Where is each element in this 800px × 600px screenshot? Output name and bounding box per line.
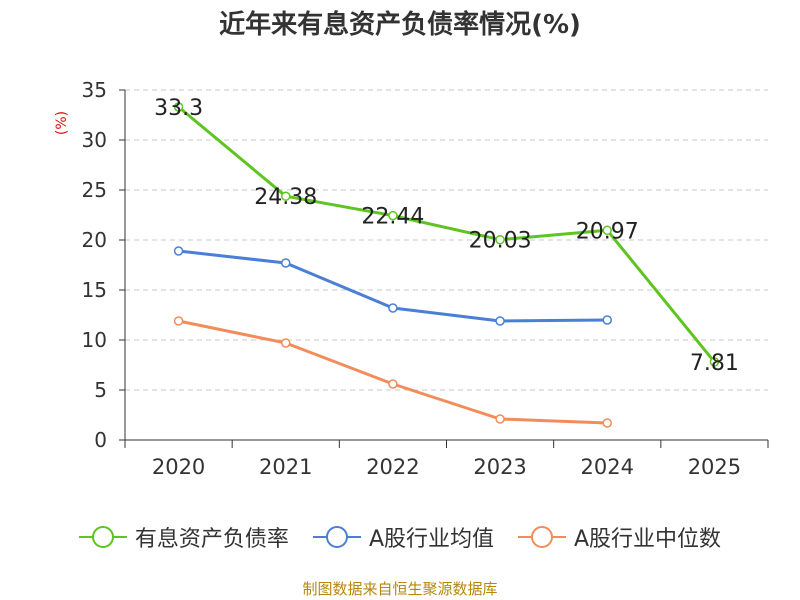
data-label: 7.81 <box>690 351 739 376</box>
legend-label: A股行业均值 <box>368 527 494 552</box>
chart-legend: 有息资产负债率 A股行业均值 A股行业中位数 <box>0 520 800 554</box>
y-tick-label: 20 <box>82 228 107 252</box>
data-label: 20.03 <box>469 229 532 254</box>
data-point-series-0 <box>281 191 291 201</box>
data-point-series-0 <box>388 210 398 221</box>
data-label: 24.38 <box>254 185 317 210</box>
data-point-series-1 <box>173 246 184 256</box>
data-point-series-1 <box>602 315 612 325</box>
data-label: 20.97 <box>576 219 639 244</box>
y-tick-label: 25 <box>82 178 107 202</box>
y-tick-label: 30 <box>82 128 107 152</box>
x-tick-label: 2023 <box>473 455 526 479</box>
series-line-0 <box>177 105 716 363</box>
data-point-series-1 <box>495 316 505 326</box>
data-point-series-1 <box>281 258 291 268</box>
series-line-2 <box>178 319 608 425</box>
data-source-note: 制图数据来自恒生聚源数据库 <box>302 580 498 598</box>
x-tick-label: 2021 <box>259 455 312 479</box>
data-point-series-2 <box>388 379 398 389</box>
data-point-series-1 <box>388 303 398 313</box>
data-point-series-0 <box>709 357 720 367</box>
legend-label: 有息资产负债率 <box>134 527 289 552</box>
x-tick-label: 2022 <box>366 455 419 479</box>
data-point-series-2 <box>173 316 184 326</box>
y-tick-label: 15 <box>82 278 107 302</box>
data-point-series-0 <box>173 102 184 112</box>
y-tick-label: 0 <box>94 428 107 452</box>
y-tick-label: 5 <box>94 378 107 402</box>
x-tick-label: 2025 <box>688 455 741 479</box>
legend-label: A股行业中位数 <box>574 527 722 552</box>
legend-marker-icon <box>78 526 127 548</box>
legend-marker-icon <box>518 526 566 548</box>
x-tick-label: 2020 <box>152 455 205 479</box>
data-label: 22.44 <box>361 205 424 230</box>
legend-item-0[interactable]: 有息资产负债率 <box>78 521 289 553</box>
x-tick-label: 2024 <box>581 455 634 479</box>
data-point-series-2 <box>495 414 505 424</box>
data-label: 33.3 <box>154 96 203 121</box>
y-tick-label: 10 <box>82 328 107 352</box>
data-point-series-2 <box>281 338 291 348</box>
y-tick-label: 35 <box>82 78 107 102</box>
data-point-series-0 <box>602 225 612 236</box>
legend-marker-icon <box>312 526 361 548</box>
legend-item-2[interactable]: A股行业中位数 <box>518 521 721 553</box>
legend-item-1[interactable]: A股行业均值 <box>312 521 494 553</box>
data-point-series-2 <box>602 418 612 428</box>
data-point-series-0 <box>495 234 505 245</box>
chart-title: 近年来有息资产负债率情况(%) <box>219 10 581 40</box>
